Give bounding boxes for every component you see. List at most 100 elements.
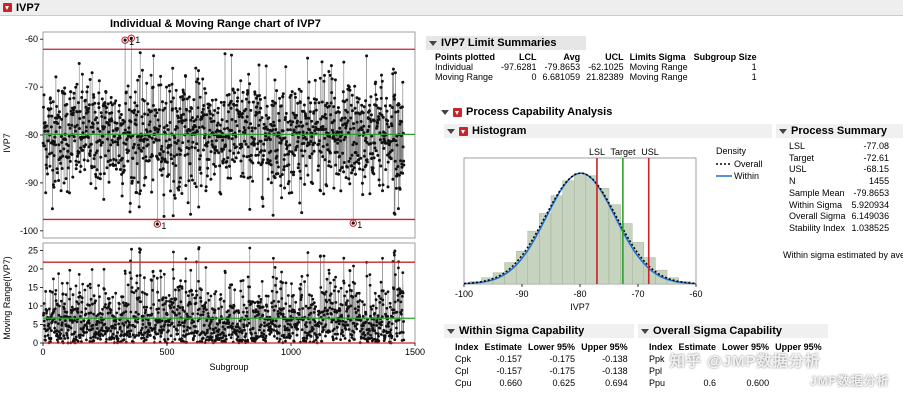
mr-point [264,336,267,340]
mr-point [303,336,306,340]
collapse-triangle-icon[interactable] [447,128,455,134]
mr-point [326,308,330,312]
individual-point [83,98,87,102]
individual-point [45,155,49,159]
individual-point [71,111,75,115]
mr-point [65,281,69,285]
individual-point [83,168,87,172]
individual-point [118,136,122,140]
mr-point [344,328,348,331]
overall-capability-header[interactable]: Overall Sigma Capability [638,324,828,338]
mr-point [374,298,378,302]
collapse-triangle-icon[interactable] [441,109,449,115]
individual-point [81,131,85,135]
individual-point [87,103,91,107]
individual-point [368,103,372,107]
individual-point [243,128,247,132]
individual-point [168,89,172,93]
individual-point [363,149,367,153]
individual-point [52,140,56,144]
mr-point [291,331,295,335]
mr-point [281,281,284,285]
table-cell: 6.681059 [542,72,581,82]
mr-point [54,289,58,292]
individual-point [354,151,358,154]
mr-point [154,323,158,327]
individual-point [91,103,95,106]
collapse-triangle-icon[interactable] [429,40,437,46]
individual-point [324,127,328,131]
individual-point [348,157,352,160]
mr-point [274,319,278,323]
mr-point [133,335,137,339]
individual-point [74,159,78,163]
mr-y-tick-label: 10 [28,301,38,311]
flagged-point[interactable] [153,220,162,228]
individual-point [229,176,232,180]
individual-point [204,185,208,189]
table-cell: -0.175 [549,366,576,376]
individual-point [318,76,322,80]
mr-point [91,327,94,331]
mr-point [226,318,230,322]
individual-point [369,95,373,99]
individual-point [75,163,78,167]
mr-point [78,291,81,295]
mr-point [282,336,286,339]
collapse-triangle-icon[interactable] [779,128,787,134]
individual-point [161,167,165,171]
mr-point [191,312,195,316]
individual-point [206,106,210,110]
individual-point [371,166,375,170]
limit-summaries-header[interactable]: IVP7 Limit Summaries [426,36,586,50]
mr-point [173,338,177,341]
individual-point [242,175,246,179]
individual-point [288,150,291,153]
report-outline[interactable]: IVP7 [3,1,40,14]
process-summary-header[interactable]: Process Summary [776,124,903,138]
individual-point [55,105,59,108]
individual-point [51,183,55,187]
individual-point [178,176,182,180]
individual-point [336,106,340,110]
flagged-point[interactable] [127,34,135,42]
individual-point [305,116,309,120]
histogram-header[interactable]: Histogram [444,124,772,138]
individual-point [384,104,387,108]
mr-point [341,319,345,323]
mr-point [203,305,207,309]
process-capability-header[interactable]: Process Capability Analysis [438,105,903,119]
within-capability-header[interactable]: Within Sigma Capability [444,324,634,338]
individual-point [340,116,344,120]
red-triangle-menu-icon[interactable] [459,126,468,136]
mr-point [359,329,362,333]
disclosure-menu-icon[interactable] [3,3,12,12]
mr-point [181,306,185,309]
mr-point [239,289,243,293]
individual-point [215,149,219,152]
flagged-point[interactable] [349,219,357,227]
collapse-triangle-icon[interactable] [447,328,455,334]
table-cell: Overall Sigma [789,211,846,222]
individual-point [140,134,144,138]
individual-point [305,122,309,126]
red-triangle-menu-icon[interactable] [453,107,462,117]
individual-point [146,113,150,117]
individual-point [214,98,218,102]
individual-point [235,99,239,103]
mr-point [186,314,190,318]
individual-point [350,153,354,157]
collapse-triangle-icon[interactable] [641,328,649,334]
mr-point [294,325,298,329]
individual-point [76,110,80,114]
individual-point [343,116,347,120]
individual-point [265,127,269,131]
mr-point [235,329,239,333]
mr-point [369,333,372,337]
individual-point [57,110,61,114]
mr-point [54,292,57,296]
mr-point [68,318,72,322]
individual-point [253,90,257,94]
individual-point [177,120,181,124]
individual-point [353,106,357,110]
